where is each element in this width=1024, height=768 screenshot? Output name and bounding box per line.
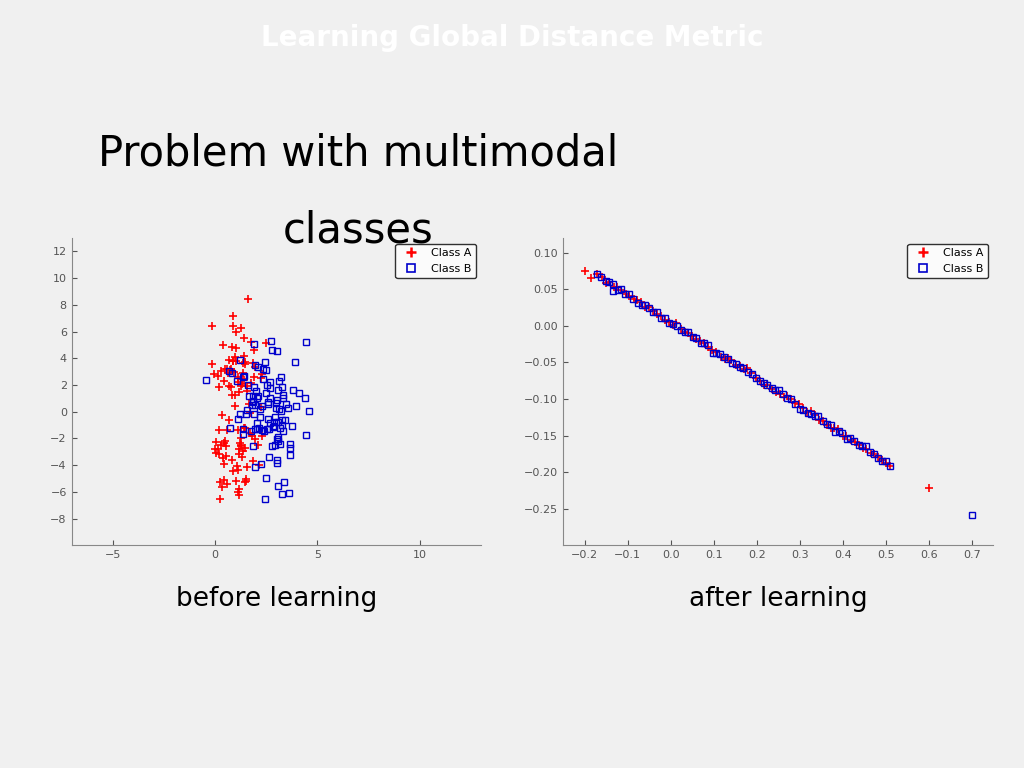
Text: Problem with multimodal: Problem with multimodal — [98, 133, 618, 174]
Text: after learning: after learning — [689, 586, 867, 612]
Legend: Class A, Class B: Class A, Class B — [395, 243, 476, 278]
Text: before learning: before learning — [176, 586, 377, 612]
Text: Learning Global Distance Metric: Learning Global Distance Metric — [261, 24, 763, 51]
Text: classes: classes — [283, 210, 434, 251]
Legend: Class A, Class B: Class A, Class B — [907, 243, 988, 278]
